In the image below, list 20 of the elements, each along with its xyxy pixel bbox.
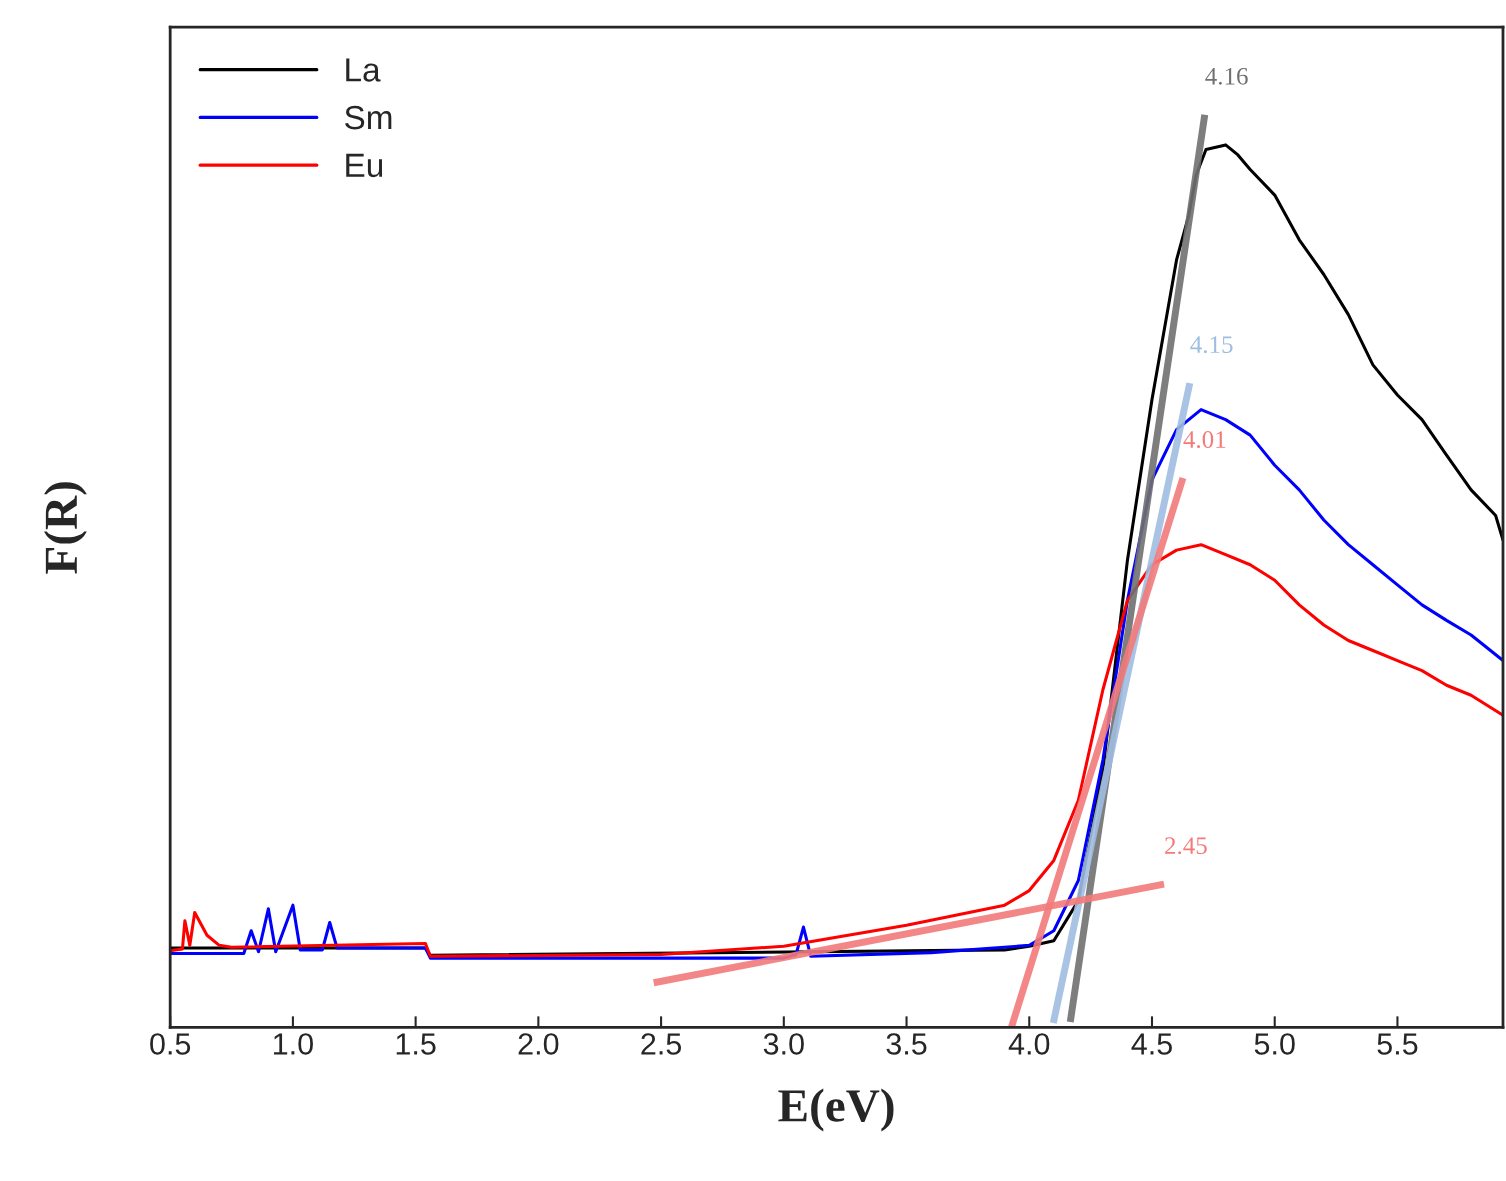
x-tick-label: 2.5 [641,1033,682,1055]
x-tick-label: 0.5 [150,1033,191,1055]
y-axis-title: F(R) [44,482,87,574]
x-tick-label: 5.0 [1254,1033,1295,1055]
legend-label: La [346,58,381,82]
annotation: 2.45 [1165,837,1207,855]
x-tick-label: 3.0 [763,1033,804,1055]
x-axis-title: E(eV) [778,1088,894,1132]
x-tick-label: 1.0 [274,1033,313,1055]
x-tick-label: 3.5 [886,1033,927,1055]
x-tick-label: 4.0 [1008,1033,1050,1055]
annotation: 4.01 [1183,431,1226,449]
x-tick-label: 4.5 [1131,1033,1172,1055]
x-tick-label: 1.5 [396,1033,436,1055]
legend-label: Sm [345,105,392,130]
legend-label: Eu [346,153,383,178]
x-tick-label: 5.5 [1377,1033,1418,1055]
x-tick-label: 2.0 [518,1033,559,1055]
annotation: 4.16 [1205,67,1248,85]
annotation: 4.15 [1190,336,1233,354]
